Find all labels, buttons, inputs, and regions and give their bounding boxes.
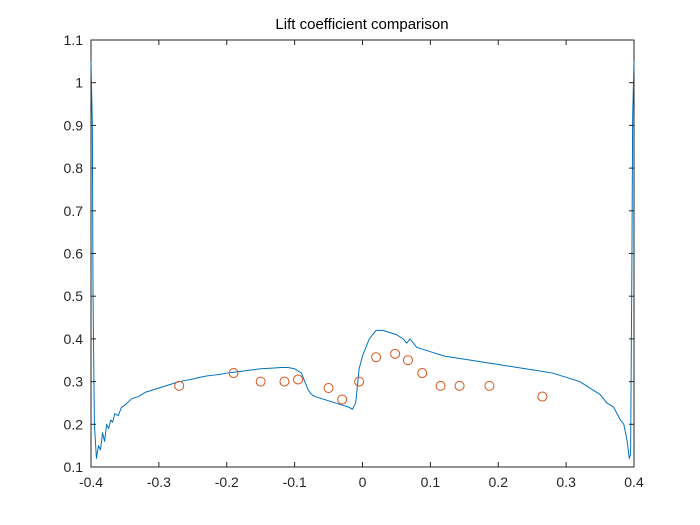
data-point-marker <box>390 348 401 359</box>
x-tick-label: 0 <box>359 474 367 490</box>
y-tick-label: 0.1 <box>64 459 84 475</box>
x-tick-label: -0.3 <box>147 474 171 490</box>
y-tick-label: 0.4 <box>64 331 84 347</box>
x-tick-label: 0.1 <box>421 474 441 490</box>
x-tick-label: 0.4 <box>624 474 644 490</box>
data-point-marker <box>279 376 290 387</box>
data-point-marker <box>255 376 266 387</box>
axis-layer: -0.4 -0.3 -0.2 -0.1 0 0.1 0.2 0.3 0.4 0.1 0.2 0.3 0.… <box>64 32 644 490</box>
x-tick-label: -0.2 <box>215 474 239 490</box>
data-point-marker <box>293 374 304 385</box>
y-tick-label: 0.3 <box>64 374 84 390</box>
x-tick-label: -0.1 <box>283 474 307 490</box>
data-point-marker <box>337 394 348 405</box>
y-tick-label: 1 <box>75 75 83 91</box>
data-point-marker <box>402 355 413 366</box>
data-point-marker <box>484 380 495 391</box>
data-point-marker <box>454 380 465 391</box>
y-tick-label: 1.1 <box>64 32 84 48</box>
plot-area <box>90 39 635 468</box>
data-point-marker <box>174 380 185 391</box>
series-line-cl-distribution <box>90 61 635 459</box>
data-point-marker <box>228 368 239 379</box>
data-point-marker <box>435 380 446 391</box>
y-tick-label: 0.9 <box>64 117 84 133</box>
data-point-marker <box>371 352 382 363</box>
data-point-marker <box>323 383 334 394</box>
y-tick-label: 0.7 <box>64 203 84 219</box>
y-tick-label: 0.6 <box>64 246 84 262</box>
y-tick-label: 0.8 <box>64 160 84 176</box>
chart-title: Lift coefficient comparison <box>275 16 448 33</box>
y-tick-label: 0.5 <box>64 288 84 304</box>
data-point-marker <box>354 376 365 387</box>
x-tick-label: 0.3 <box>556 474 576 490</box>
data-point-marker <box>537 391 548 402</box>
y-tick-label: 0.2 <box>64 416 84 432</box>
series-layer <box>90 61 635 459</box>
data-point-marker <box>417 368 428 379</box>
x-tick-label: 0.2 <box>489 474 509 490</box>
x-tick-label: -0.4 <box>79 474 103 490</box>
